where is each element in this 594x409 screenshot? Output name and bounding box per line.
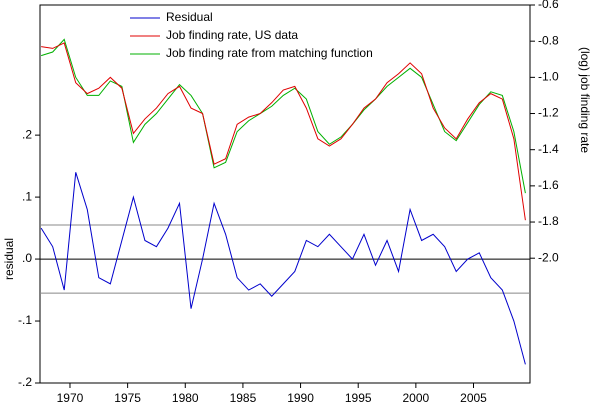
x-tick-label: 1995 (345, 391, 372, 405)
legend-label: Residual (166, 10, 213, 24)
y2-tick-label: -0.8 (538, 33, 559, 47)
y-tick-label: .0 (22, 251, 32, 265)
y2-tick-label: -1.0 (538, 70, 559, 84)
plot-frame (39, 4, 531, 384)
x-tick-label: 1985 (230, 391, 257, 405)
y2-tick-label: -1.2 (538, 106, 559, 120)
series-line (41, 38, 526, 194)
series-line (41, 42, 526, 221)
x-tick-label: 1990 (287, 391, 314, 405)
y2-tick-label: -1.8 (538, 214, 559, 228)
y2-tick-label: -2.0 (538, 250, 559, 264)
x-tick-label: 2000 (403, 391, 430, 405)
x-tick-label: 1970 (57, 391, 84, 405)
x-tick-label: 1980 (172, 391, 199, 405)
x-tick-label: 2005 (460, 391, 487, 405)
legend-label: Job finding rate, US data (166, 28, 298, 42)
x-tick-label: 1975 (114, 391, 141, 405)
y-tick-label: .2 (22, 127, 32, 141)
y-tick-label: -.1 (18, 313, 32, 327)
y2-axis-label: (log) job finding rate (578, 47, 592, 153)
series-line (40, 172, 526, 365)
y2-tick-label: -1.6 (538, 178, 559, 192)
y-tick-label: -.2 (18, 375, 32, 389)
y2-tick-label: -1.4 (538, 142, 559, 156)
y-axis-label: residual (2, 238, 16, 280)
legend-label: Job finding rate from matching function (166, 46, 373, 60)
y2-tick-label: -0.6 (538, 0, 559, 11)
y-tick-label: .1 (22, 189, 32, 203)
